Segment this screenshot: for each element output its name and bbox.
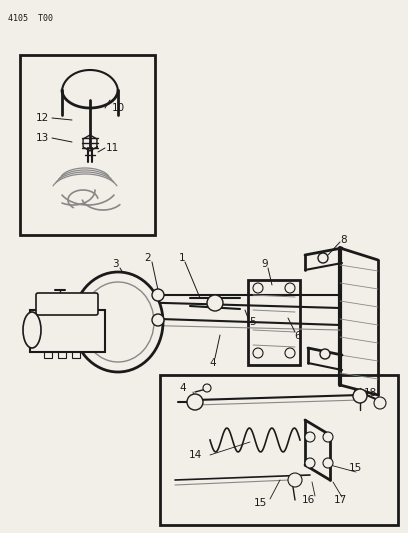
Bar (160, 375, 398, 525)
Bar (20, 55, 155, 235)
FancyBboxPatch shape (36, 293, 98, 315)
Circle shape (285, 348, 295, 358)
Text: 13: 13 (35, 133, 49, 143)
Circle shape (187, 394, 203, 410)
Circle shape (305, 432, 315, 442)
Bar (72, 350, 80, 358)
Ellipse shape (73, 272, 163, 372)
Circle shape (285, 283, 295, 293)
Text: 14: 14 (188, 450, 202, 460)
Circle shape (207, 295, 223, 311)
Circle shape (374, 397, 386, 409)
Ellipse shape (23, 312, 41, 348)
Bar (248, 280, 300, 365)
Circle shape (152, 314, 164, 326)
Circle shape (305, 458, 315, 468)
Text: 8: 8 (341, 235, 347, 245)
Text: 6: 6 (295, 331, 302, 341)
Circle shape (320, 349, 330, 359)
Circle shape (323, 458, 333, 468)
Bar (44, 350, 52, 358)
Circle shape (323, 432, 333, 442)
Bar (86, 350, 94, 358)
Text: 10: 10 (111, 103, 124, 113)
Text: 5: 5 (249, 317, 255, 327)
Circle shape (318, 253, 328, 263)
Circle shape (253, 283, 263, 293)
Text: 1: 1 (179, 253, 185, 263)
Text: 3: 3 (112, 259, 118, 269)
Text: 4105  T00: 4105 T00 (8, 14, 53, 23)
Bar (58, 350, 66, 358)
Circle shape (152, 289, 164, 301)
Ellipse shape (82, 282, 154, 362)
Text: 18: 18 (364, 388, 377, 398)
Text: 15: 15 (348, 463, 361, 473)
Text: 4: 4 (180, 383, 186, 393)
Text: 12: 12 (35, 113, 49, 123)
Text: 15: 15 (253, 498, 266, 508)
Circle shape (288, 473, 302, 487)
Text: 9: 9 (262, 259, 268, 269)
Circle shape (203, 384, 211, 392)
Text: 4: 4 (210, 358, 216, 368)
Text: 2: 2 (145, 253, 151, 263)
Circle shape (353, 389, 367, 403)
Text: 11: 11 (105, 143, 119, 153)
Circle shape (253, 348, 263, 358)
Bar (30, 310, 105, 352)
Text: 17: 17 (333, 495, 347, 505)
Text: 16: 16 (302, 495, 315, 505)
